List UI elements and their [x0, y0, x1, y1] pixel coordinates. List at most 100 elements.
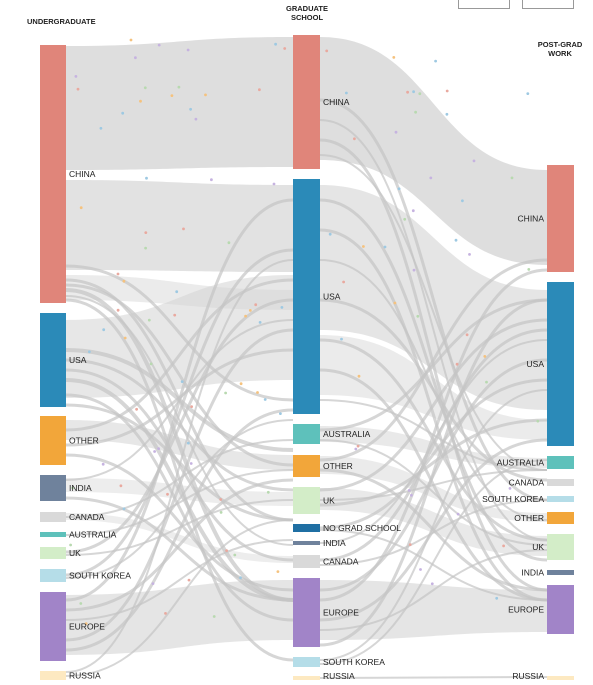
grad-node-europe[interactable] — [293, 578, 320, 647]
flow-dot — [153, 450, 157, 453]
post-node-usa[interactable] — [547, 282, 574, 446]
post-node-south-korea[interactable] — [547, 496, 574, 502]
flow-dot — [204, 93, 207, 97]
post-node-china[interactable] — [547, 165, 574, 272]
grad-label-uk: UK — [323, 496, 335, 506]
flow-dot — [248, 309, 252, 312]
grad-node-uk[interactable] — [293, 487, 320, 514]
undergrad-node-south-korea[interactable] — [40, 569, 66, 582]
flow-dot — [190, 405, 194, 408]
post-node-uk[interactable] — [547, 534, 574, 560]
strand-right-4 — [319, 198, 548, 562]
flow-left-7 — [66, 513, 293, 563]
post-label-russia: RUSSIA — [512, 671, 544, 680]
post-node-russia[interactable] — [547, 676, 574, 680]
flow-dot — [342, 280, 345, 284]
undergrad-node-europe[interactable] — [40, 592, 66, 661]
flow-dot — [189, 462, 193, 465]
post-label-south-korea: SOUTH KOREA — [482, 494, 544, 504]
flow-dot — [495, 596, 499, 600]
grad-node-south-korea[interactable] — [293, 657, 320, 667]
flow-dot — [527, 268, 531, 271]
post-node-europe[interactable] — [547, 585, 574, 634]
strand-left-8 — [65, 278, 294, 432]
flow-dot — [472, 159, 476, 163]
undergrad-node-other[interactable] — [40, 416, 66, 465]
undergrad-node-uk[interactable] — [40, 547, 66, 559]
flow-dot — [182, 227, 185, 231]
top-control-left[interactable] — [458, 0, 510, 9]
flow-left-1 — [66, 180, 293, 272]
flow-dot — [266, 490, 270, 494]
flow-dot — [180, 380, 184, 383]
flow-dot — [186, 441, 190, 445]
strand-right-25 — [319, 438, 548, 622]
undergrad-node-canada[interactable] — [40, 512, 66, 522]
grad-node-china[interactable] — [293, 35, 320, 169]
strand-left-17 — [65, 248, 294, 577]
flow-dot — [418, 92, 422, 96]
strand-right-5 — [319, 228, 548, 602]
grad-node-usa[interactable] — [293, 179, 320, 414]
grad-node-russia[interactable] — [293, 676, 320, 680]
flow-left-3 — [66, 275, 293, 398]
post-node-other[interactable] — [547, 512, 574, 524]
strand-left-23 — [65, 408, 294, 652]
flow-dot — [88, 350, 91, 354]
flow-layer — [65, 37, 548, 679]
flow-dot — [84, 622, 88, 625]
strand-left-2 — [65, 298, 294, 662]
undergrad-label-usa: USA — [69, 355, 87, 365]
post-label-uk: UK — [532, 542, 544, 552]
flow-dot — [258, 321, 262, 324]
strand-right-28 — [319, 389, 548, 661]
flow-dot — [410, 493, 413, 497]
flow-dot — [434, 59, 437, 63]
flow-dot — [280, 306, 284, 309]
post-node-australia[interactable] — [547, 456, 574, 469]
undergrad-node-china[interactable] — [40, 45, 66, 303]
flow-dot — [122, 507, 126, 511]
undergrad-node-australia[interactable] — [40, 532, 66, 537]
grad-label-europe: EUROPE — [323, 608, 359, 618]
undergrad-node-usa[interactable] — [40, 313, 66, 407]
flow-dot — [244, 314, 248, 318]
flow-dot — [272, 182, 276, 186]
flow-dot — [210, 178, 213, 182]
post-node-canada[interactable] — [547, 479, 574, 486]
flow-dot — [414, 110, 417, 114]
post-label-europe: EUROPE — [508, 605, 544, 615]
post-label-india: INDIA — [521, 568, 544, 578]
flow-dot — [69, 543, 72, 547]
grad-node-other[interactable] — [293, 455, 320, 477]
flow-dot — [177, 85, 181, 89]
post-label-australia: AUSTRALIA — [497, 458, 545, 468]
strand-left-14 — [65, 469, 294, 536]
flow-dot — [279, 412, 282, 415]
flow-dot — [219, 498, 223, 501]
grad-label-india: INDIA — [323, 538, 346, 548]
grad-node-australia[interactable] — [293, 424, 320, 444]
grad-label-canada: CANADA — [323, 557, 359, 567]
flow-dot — [465, 333, 469, 337]
grad-node-india[interactable] — [293, 541, 320, 545]
post-node-india[interactable] — [547, 570, 574, 575]
undergrad-node-india[interactable] — [40, 475, 66, 501]
flow-dot — [392, 56, 396, 59]
undergrad-label-russia: RUSSIA — [69, 671, 101, 681]
top-control-right[interactable] — [522, 0, 574, 9]
undergrad-node-russia[interactable] — [40, 671, 66, 680]
strand-left-22 — [65, 328, 294, 642]
strand-right-29 — [319, 459, 548, 665]
column-titles: UNDERGRADUATE GRADUATE SCHOOL POST-GRAD … — [27, 4, 583, 58]
grad-node-canada[interactable] — [293, 555, 320, 568]
flow-dot — [173, 313, 177, 317]
grad-node-no-grad[interactable] — [293, 524, 320, 532]
flow-dot — [429, 176, 433, 180]
strand-left-12 — [65, 496, 294, 602]
flow-dot — [353, 137, 356, 141]
strand-right-16 — [319, 469, 548, 501]
flow-dot — [383, 245, 387, 249]
flow-dot — [147, 318, 151, 322]
